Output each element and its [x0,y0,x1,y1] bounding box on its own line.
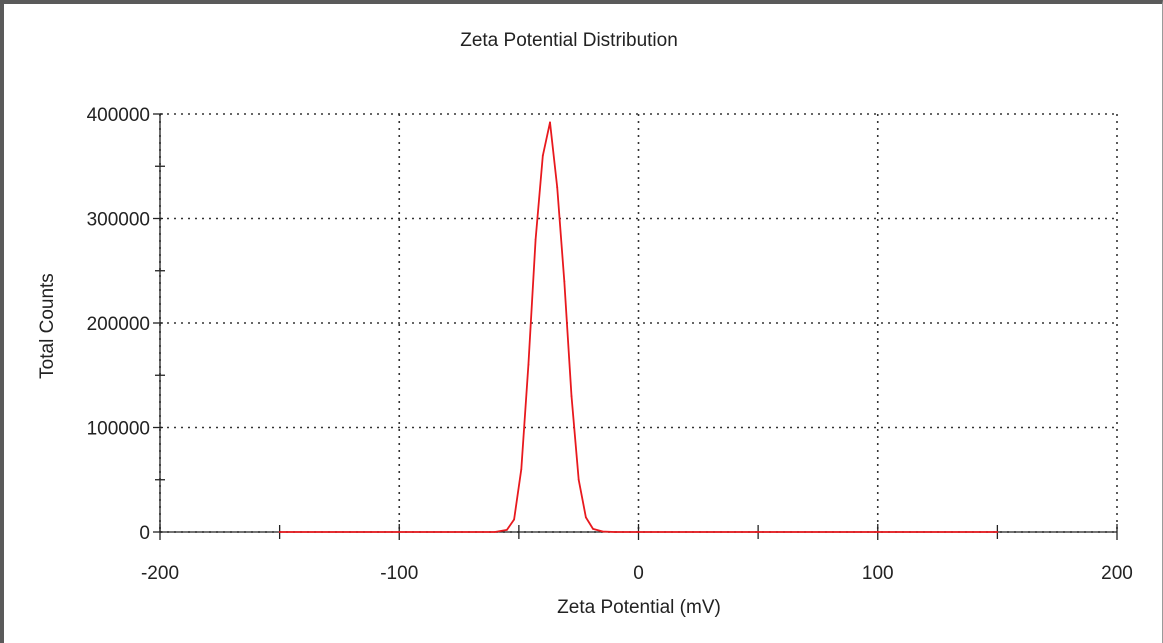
data-point [494,531,496,533]
data-point [996,531,999,533]
zeta-potential-chart: Zeta Potential Distribution Total Counts… [37,30,1133,618]
tick-labels: 0 100000 200000 300000 400000 -200 -100 0 100 200 [87,105,1133,584]
y-tick-label: 0 [139,523,150,544]
data-point [570,395,573,398]
data-point [563,280,566,283]
y-tick-label: 200000 [87,314,150,335]
grid-lines [159,113,1118,533]
data-point [592,527,594,530]
y-tick-label: 100000 [87,419,150,440]
data-point [549,121,551,124]
data-point [520,468,523,471]
data-point [637,531,640,533]
series-layer [278,121,999,533]
data-point [757,531,760,533]
x-tick-label: -200 [141,563,179,584]
data-point [601,530,604,533]
data-point [613,531,616,533]
series-line [279,121,998,533]
x-tick-label: 100 [862,563,894,584]
axes [153,113,1118,540]
x-axis-label: Zeta Potential (mV) [557,597,721,618]
y-axis-label: Total Counts [37,273,58,379]
y-tick-label: 400000 [87,105,150,126]
data-point [584,516,587,519]
data-point [556,186,559,189]
chart-title: Zeta Potential Distribution [460,30,678,51]
data-point [876,531,879,533]
x-tick-label: 0 [633,563,644,584]
data-point [513,518,515,521]
data-point [506,529,508,531]
data-point [534,238,537,241]
data-point [398,531,401,533]
x-tick-label: 200 [1101,563,1133,584]
x-tick-label: -100 [380,563,418,584]
data-point [278,531,281,533]
data-point [541,154,544,157]
data-point [577,478,580,481]
y-tick-label: 300000 [87,210,150,231]
data-point [527,363,530,366]
